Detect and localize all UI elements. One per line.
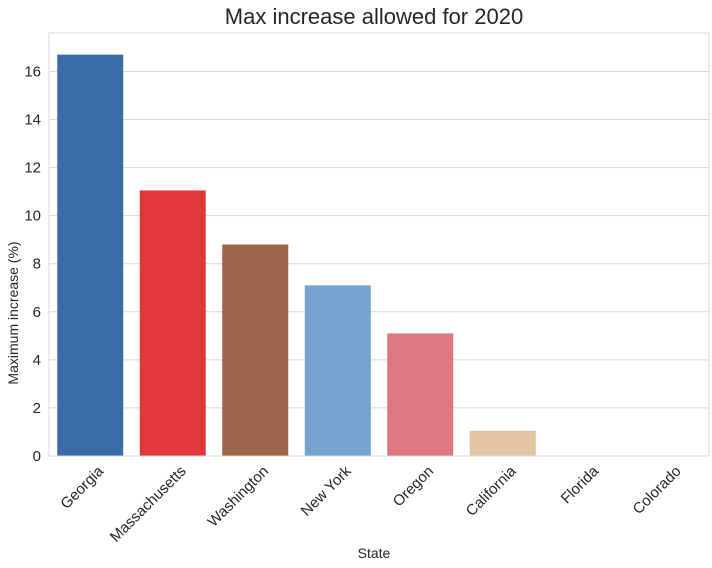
bar-new-york bbox=[304, 285, 371, 456]
bar-georgia bbox=[57, 54, 124, 457]
x-axis-label: State bbox=[358, 545, 391, 561]
y-tick-label: 14 bbox=[24, 112, 41, 129]
bar-massachusetts bbox=[139, 190, 206, 457]
y-tick-label: 8 bbox=[33, 256, 41, 273]
bar-oregon bbox=[387, 333, 454, 456]
bars bbox=[57, 54, 536, 457]
y-tick-labels: 0 2 4 6 8 10 12 14 16 bbox=[24, 63, 41, 465]
y-tick-label: 16 bbox=[24, 63, 41, 80]
y-tick-label: 10 bbox=[24, 208, 41, 225]
y-tick-label: 12 bbox=[24, 160, 41, 177]
y-axis-label: Maximum increase (%) bbox=[5, 241, 21, 384]
y-tick-label: 0 bbox=[33, 448, 41, 465]
bar-california bbox=[469, 430, 536, 456]
y-tick-label: 2 bbox=[33, 400, 41, 417]
plot-frame bbox=[48, 32, 710, 457]
y-tick-label: 6 bbox=[33, 304, 41, 321]
chart-title: Max increase allowed for 2020 bbox=[225, 4, 523, 29]
y-tick-label: 4 bbox=[33, 352, 41, 369]
bar-washington bbox=[222, 244, 289, 456]
